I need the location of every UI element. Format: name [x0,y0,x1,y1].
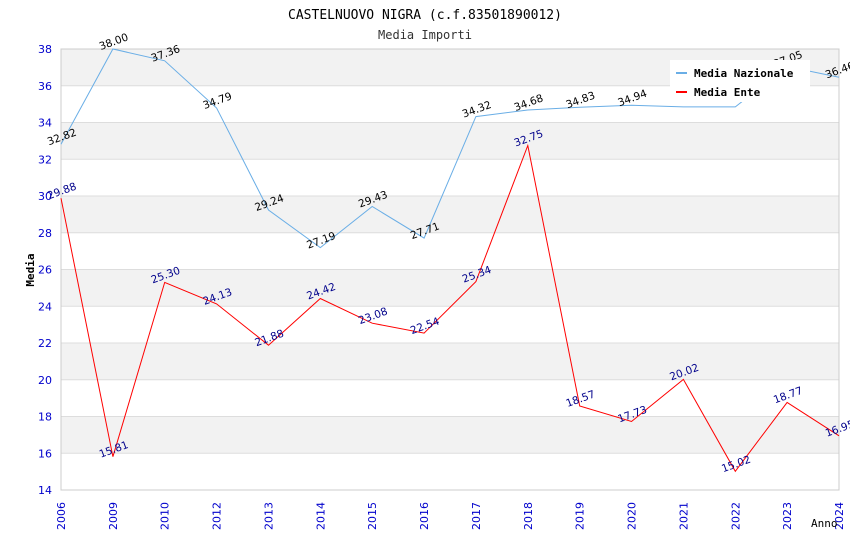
x-tick-label: 2023 [781,502,794,530]
grid-band [61,196,839,233]
grid-band [61,269,839,307]
series-line [60,143,840,473]
x-tick-label: 2006 [55,502,68,530]
grid-band [61,453,839,490]
x-tick-label: 2013 [262,502,275,530]
y-axis-label: Media [24,253,37,286]
y-tick-label: 18 [38,411,52,424]
x-tick-label: 2012 [211,502,224,530]
x-axis-label: Anno [811,517,838,530]
y-tick-label: 38 [38,43,52,56]
series-line [60,48,840,249]
x-tick-label: 2010 [159,502,172,530]
grid-lines [60,48,840,491]
grid-band [61,343,839,380]
legend-label: Media Nazionale [694,67,794,80]
grid-band [61,232,839,270]
y-tick-label: 22 [38,337,52,350]
grid-band [61,122,839,160]
x-tick-label: 2016 [418,502,431,530]
legend-box [670,60,810,102]
y-tick-label: 16 [38,447,52,460]
y-tick-label: 30 [38,190,52,203]
y-tick-label: 36 [38,80,52,93]
x-tick-label: 2021 [677,502,690,530]
grid-band [61,379,839,417]
x-tick-label: 2018 [522,502,535,530]
y-tick-label: 28 [38,227,52,240]
y-axis-ticks: 14 16 18 20 22 24 26 28 30 32 34 36 38 [38,43,52,497]
y-tick-label: 26 [38,264,52,277]
y-tick-label: 20 [38,374,52,387]
grid-band [61,416,839,454]
series-lines [60,48,840,473]
x-tick-label: 2014 [314,502,327,530]
chart-subtitle: Media Importi [378,28,472,42]
x-axis-ticks: 2006 2009 2010 2012 2013 2014 2015 2016 2017 2018… [55,502,846,530]
grid-band [61,306,839,343]
x-tick-label: 2009 [107,502,120,530]
x-tick-label: 2019 [574,502,587,530]
x-tick-label: 2017 [470,502,483,530]
y-tick-label: 32 [38,153,52,166]
legend-label: Media Ente [694,86,761,99]
legend: Media Nazionale Media Ente [670,60,810,102]
x-tick-label: 2024 [833,502,846,530]
y-tick-label: 34 [38,117,52,130]
y-tick-label: 14 [38,484,52,497]
plot-frame [60,48,840,491]
chart-title: CASTELNUOVO NIGRA (c.f.83501890012) [288,8,562,23]
grid-bands [61,49,839,490]
x-tick-label: 2022 [729,502,742,530]
x-tick-label: 2020 [626,502,639,530]
y-tick-label: 24 [38,300,52,313]
x-tick-label: 2015 [366,502,379,530]
